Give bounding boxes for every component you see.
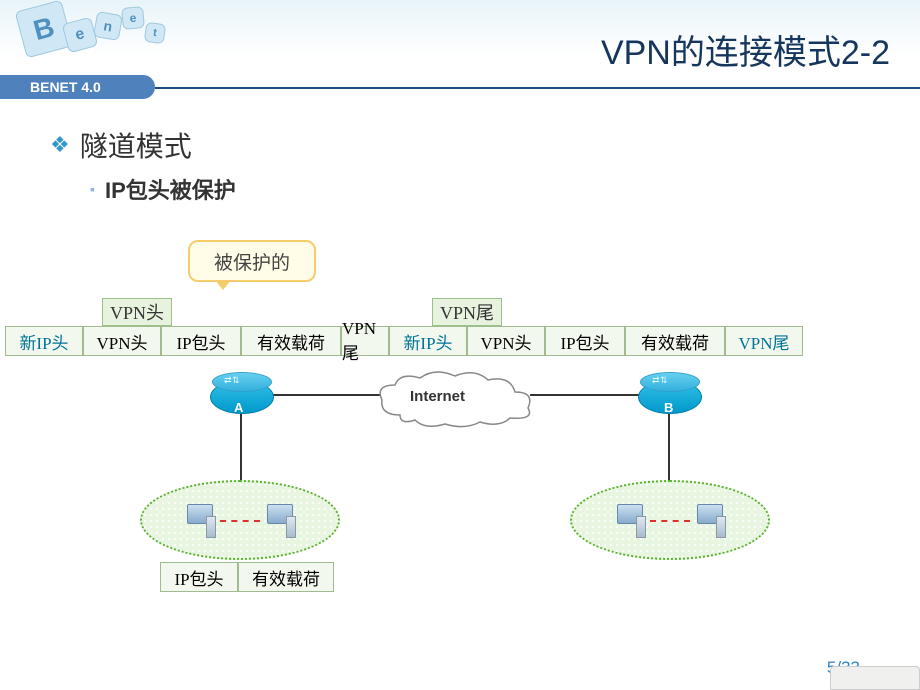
link-line xyxy=(240,414,242,484)
computer-icon xyxy=(612,504,648,540)
subnet-a xyxy=(140,480,340,560)
packet-cell: 有效载荷 xyxy=(238,562,334,592)
benet-logo: B e n e t xyxy=(10,5,150,65)
packet-cell: 有效载荷 xyxy=(625,326,725,356)
copy-button[interactable] xyxy=(830,666,920,690)
computer-icon xyxy=(262,504,298,540)
diamond-icon: ❖ xyxy=(50,132,70,158)
logo-letter: n xyxy=(93,11,123,41)
bullet-level1: ❖ 隧道模式 xyxy=(50,125,870,165)
router-b: ⇄ ⇅ B xyxy=(638,372,702,420)
packet-diagram: 被保护的 VPN头 VPN尾 新IP头VPN头IP包头有效载荷VPN尾新IP头V… xyxy=(0,240,920,640)
packet-cell: IP包头 xyxy=(161,326,241,356)
computer-icon xyxy=(692,504,728,540)
logo-letter: e xyxy=(121,6,145,30)
internet-cloud: Internet xyxy=(370,370,540,430)
dash-line xyxy=(650,520,690,522)
bullet2-text: IP包头被保护 xyxy=(105,173,236,205)
protected-callout: 被保护的 xyxy=(188,240,316,282)
dash-line xyxy=(220,520,260,522)
packet-row: 新IP头VPN头IP包头有效载荷VPN尾新IP头VPN头IP包头有效载荷VPN尾 xyxy=(5,326,915,356)
version-label: BENET 4.0 xyxy=(0,75,155,99)
vpn-head-label: VPN头 xyxy=(102,298,172,326)
computer-icon xyxy=(182,504,218,540)
packet-cell: VPN尾 xyxy=(341,326,389,356)
packet-cell: 有效载荷 xyxy=(241,326,341,356)
header-divider xyxy=(155,87,920,89)
slide-title: VPN的连接模式2-2 xyxy=(601,25,890,74)
slide-header: B e n e t VPN的连接模式2-2 BENET 4.0 xyxy=(0,0,920,95)
link-line xyxy=(270,394,380,396)
bullet-level2: ▪ IP包头被保护 xyxy=(90,173,870,205)
vpn-tail-label: VPN尾 xyxy=(432,298,502,326)
router-b-label: B xyxy=(664,400,673,415)
link-line xyxy=(530,394,640,396)
packet-cell: 新IP头 xyxy=(389,326,467,356)
packet-cell: IP包头 xyxy=(160,562,238,592)
network-topology: ⇄ ⇅ A ⇄ ⇅ B Internet xyxy=(0,370,920,590)
router-a: ⇄ ⇅ A xyxy=(210,372,274,420)
packet-cell: 新IP头 xyxy=(5,326,83,356)
packet-cell: IP包头 xyxy=(545,326,625,356)
link-line xyxy=(668,414,670,484)
logo-letter: t xyxy=(144,22,167,45)
bullet1-text: 隧道模式 xyxy=(80,125,192,165)
logo-letter: e xyxy=(62,17,99,54)
packet-cell: VPN尾 xyxy=(725,326,803,356)
square-icon: ▪ xyxy=(90,181,95,197)
packet-cell: VPN头 xyxy=(467,326,545,356)
content-area: ❖ 隧道模式 ▪ IP包头被保护 xyxy=(0,95,920,215)
packet-cell: VPN头 xyxy=(83,326,161,356)
original-packet: IP包头有效载荷 xyxy=(160,562,334,592)
router-a-label: A xyxy=(234,400,243,415)
subnet-b xyxy=(570,480,770,560)
internet-label: Internet xyxy=(410,388,465,405)
